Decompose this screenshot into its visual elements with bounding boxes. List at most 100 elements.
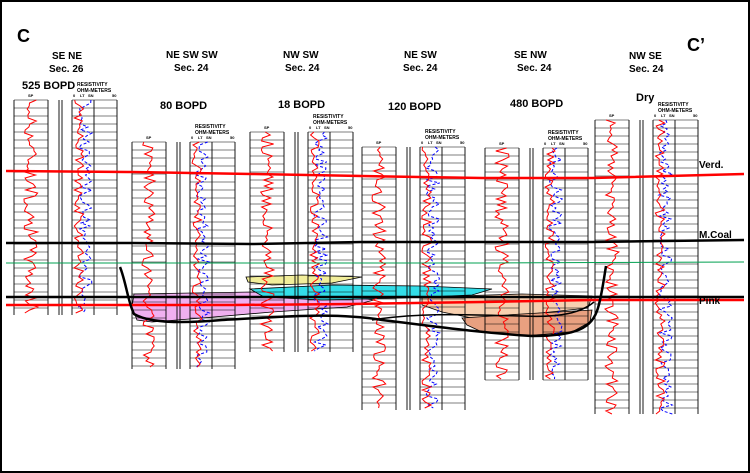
resistivity-title: RESISTIVITY — [313, 114, 344, 120]
mulky-coal-correlation-line — [6, 238, 745, 246]
correlation-lines — [5, 169, 745, 338]
scale-max: 50 — [460, 140, 465, 145]
resistivity-units: OHM-METERS — [77, 88, 112, 94]
sp-curve — [371, 146, 388, 409]
lt-header: LT — [428, 140, 433, 145]
green-datum-line — [6, 261, 745, 264]
marker-label-pink: Pink — [699, 296, 721, 307]
pink-correlation-line — [6, 298, 744, 307]
scale-max: 50 — [112, 93, 117, 98]
resistivity-sn-curve — [194, 141, 211, 368]
resistivity-lt-curve — [544, 147, 557, 380]
sn-header: SN — [324, 125, 330, 130]
scale-max: 50 — [693, 113, 698, 118]
well-2-sec: Sec. 24 — [174, 63, 209, 74]
scale-min: 0 — [73, 93, 76, 98]
resistivity-units: OHM-METERS — [548, 136, 583, 142]
resistivity-sn-curve — [424, 146, 441, 409]
well-headers: C C’ SE NE Sec. 26 525 BOPD NE SW SW Sec… — [17, 26, 705, 113]
resistivity-units: OHM-METERS — [658, 108, 693, 114]
well-5-sec: Sec. 24 — [517, 63, 552, 74]
well-1-location: SE NE — [52, 51, 82, 62]
marker-labels: Verd. M.Coal Pink — [699, 160, 732, 307]
sp-header: SP — [499, 141, 505, 146]
marker-label-mulky-coal: M.Coal — [699, 230, 732, 241]
sp-header: SP — [609, 113, 615, 118]
well-3-sec: Sec. 24 — [285, 63, 320, 74]
well-3-production: 18 BOPD — [278, 99, 325, 111]
lt-header: LT — [316, 125, 321, 130]
lt-header: LT — [661, 113, 666, 118]
resistivity-lt-curve — [191, 141, 203, 368]
scale-max: 50 — [230, 135, 235, 140]
channel-incision-outline — [118, 265, 608, 338]
lt-header: LT — [198, 135, 203, 140]
well-4-location: NE SW — [404, 50, 437, 61]
lt-header: LT — [80, 93, 85, 98]
resistivity-units: OHM-METERS — [425, 135, 460, 141]
resistivity-title: RESISTIVITY — [195, 124, 226, 130]
lt-header: LT — [551, 141, 556, 146]
resistivity-title: RESISTIVITY — [548, 130, 579, 136]
scale-min: 0 — [421, 140, 424, 145]
resistivity-lt-curve — [72, 99, 85, 314]
sp-curve — [493, 147, 511, 380]
resistivity-units: OHM-METERS — [313, 120, 348, 126]
internal-channel-base — [371, 301, 595, 321]
sp-curve — [141, 141, 157, 368]
sn-header: SN — [88, 93, 94, 98]
sn-header: SN — [559, 141, 565, 146]
scale-max: 50 — [583, 141, 588, 146]
scale-min: 0 — [654, 113, 657, 118]
well-2-production: 80 BOPD — [160, 100, 207, 112]
well-1-production: 525 BOPD — [22, 80, 75, 92]
well-3-location: NW SW — [283, 50, 319, 61]
sp-header: SP — [376, 140, 382, 145]
resistivity-sn-curve — [548, 147, 564, 380]
well-1-sec: Sec. 26 — [49, 64, 84, 75]
well-4-sec: Sec. 24 — [403, 63, 438, 74]
resistivity-title: RESISTIVITY — [658, 102, 689, 108]
section-left-label: C — [17, 26, 30, 46]
sp-header: SP — [146, 135, 152, 140]
sp-header: SP — [264, 125, 270, 130]
resistivity-sn-curve — [657, 119, 675, 415]
scale-min: 0 — [191, 135, 194, 140]
verdigris-correlation-line — [5, 169, 745, 180]
well-5-production: 480 BOPD — [510, 98, 563, 110]
marker-label-verdigris: Verd. — [699, 160, 724, 171]
scale-max: 50 — [348, 125, 353, 130]
scale-min: 0 — [309, 125, 312, 130]
resistivity-title: RESISTIVITY — [77, 82, 108, 88]
sp-curve — [22, 99, 40, 314]
resistivity-lt-curve — [308, 131, 321, 352]
resistivity-lt-curve — [654, 119, 667, 415]
section-right-label: C’ — [687, 35, 705, 55]
resistivity-title: RESISTIVITY — [425, 129, 456, 135]
sn-header: SN — [669, 113, 675, 118]
channel-yellow — [245, 274, 363, 286]
well-4-production: 120 BOPD — [388, 101, 441, 113]
sp-curve — [258, 131, 276, 352]
well-5-location: SE NW — [514, 50, 547, 61]
scale-min: 0 — [544, 141, 547, 146]
resistivity-units: OHM-METERS — [195, 130, 230, 136]
resistivity-sn-curve — [76, 99, 94, 314]
resistivity-sn-curve — [312, 131, 330, 352]
well-2-location: NE SW SW — [166, 50, 218, 61]
sp-header: SP — [28, 93, 34, 98]
well-6-sec: Sec. 24 — [629, 64, 664, 75]
well-6-location: NW SE — [629, 51, 662, 62]
sn-header: SN — [206, 135, 212, 140]
well-6-production: Dry — [636, 92, 655, 104]
sn-header: SN — [436, 140, 442, 145]
resistivity-lt-curve — [420, 146, 433, 409]
